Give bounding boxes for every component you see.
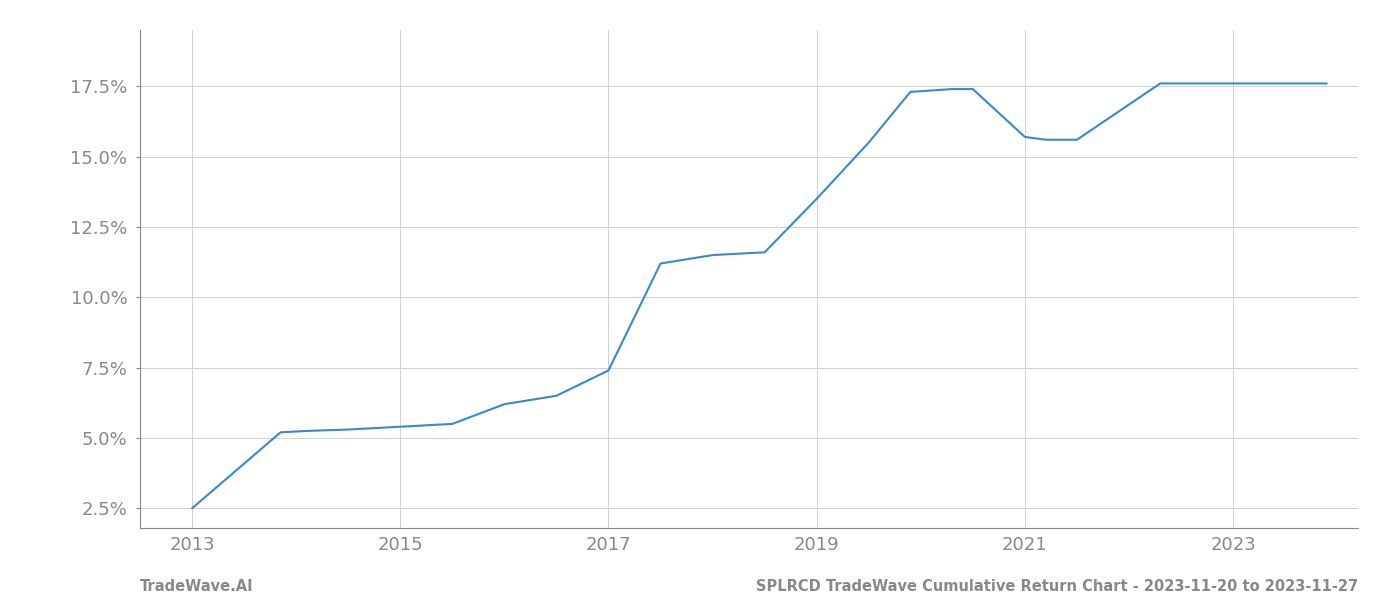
Text: TradeWave.AI: TradeWave.AI — [140, 579, 253, 594]
Text: SPLRCD TradeWave Cumulative Return Chart - 2023-11-20 to 2023-11-27: SPLRCD TradeWave Cumulative Return Chart… — [756, 579, 1358, 594]
